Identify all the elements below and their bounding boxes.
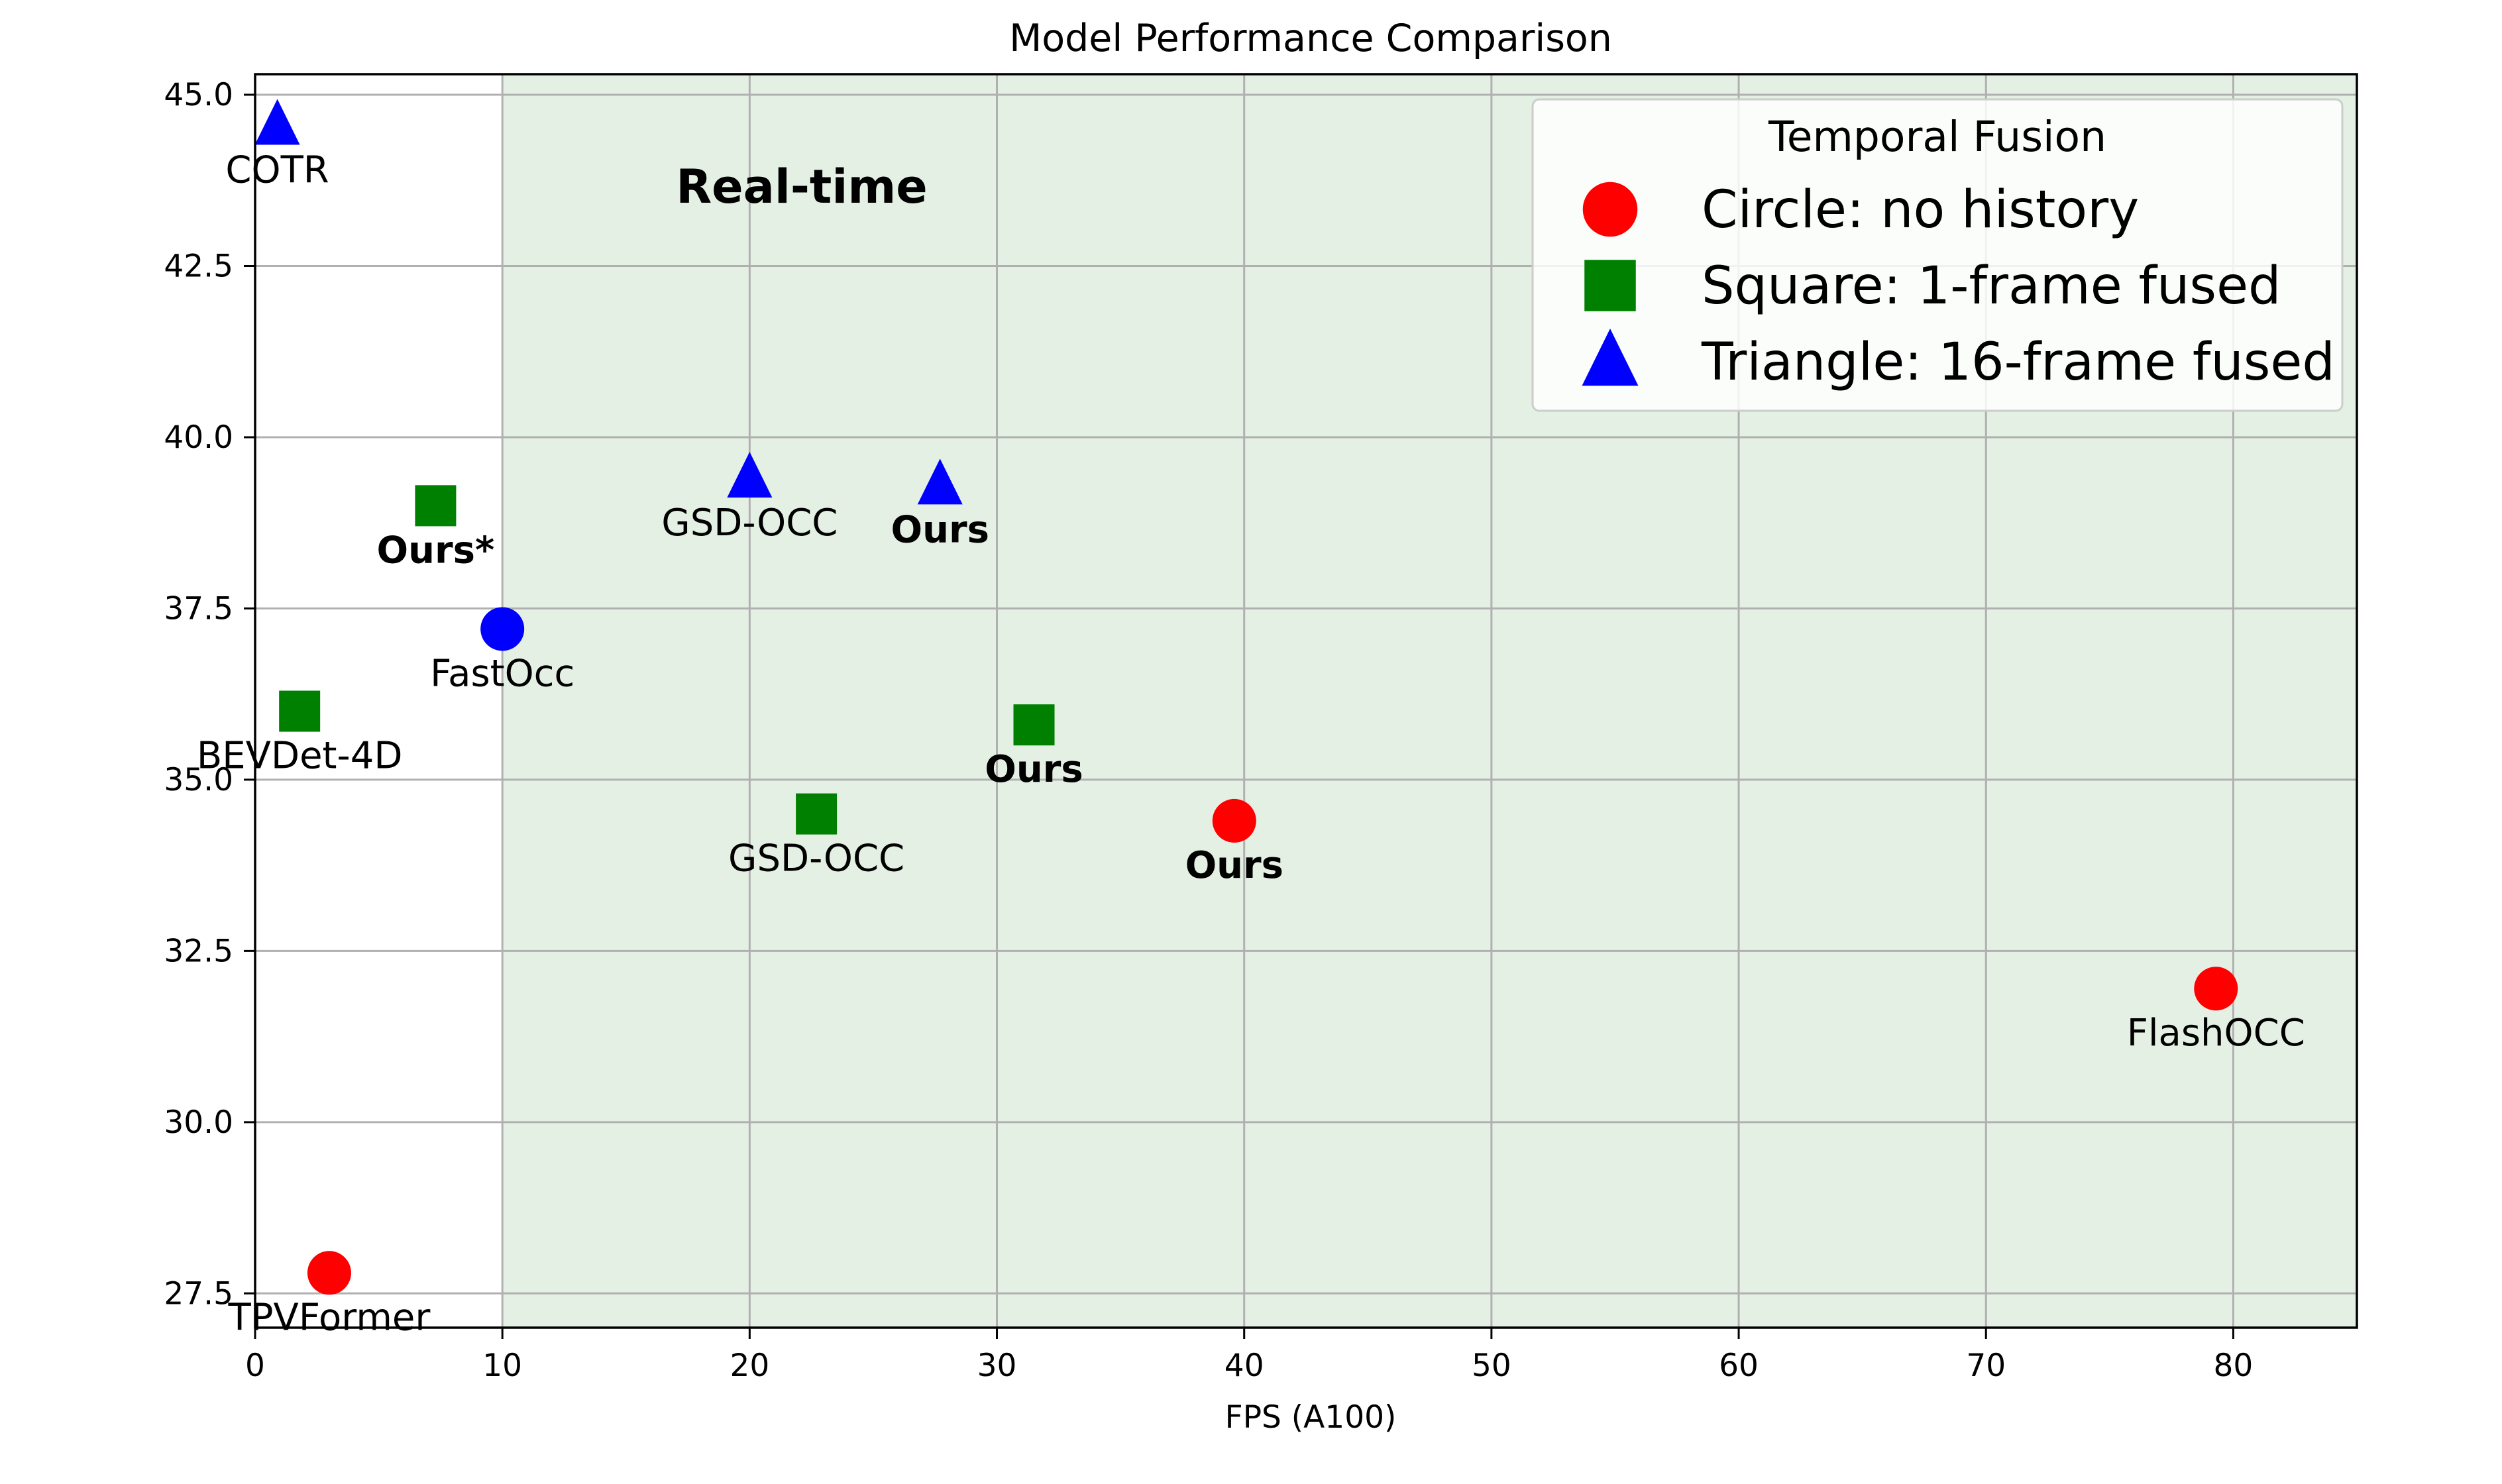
data-point-label: Ours [891,508,989,551]
data-point [1013,704,1055,746]
y-tick-label: 42.5 [164,248,233,284]
legend-entry-label: Circle: no history [1702,180,2139,240]
data-point-label: GSD-OCC [661,502,838,545]
legend-title: Temporal Fusion [1768,113,2106,161]
y-tick-label: 30.0 [164,1104,233,1141]
x-tick-label: 10 [482,1348,522,1384]
data-point-label: FlashOCC [2127,1012,2305,1055]
data-point [307,1251,351,1295]
legend: Temporal Fusion Circle: no history Square… [1531,98,2344,412]
data-point [480,607,525,651]
data-point-label: GSD-OCC [728,837,904,880]
y-tick-label: 45.0 [164,77,233,113]
x-tick-label: 80 [2214,1348,2254,1384]
y-tick-label: 27.5 [164,1275,233,1312]
x-tick-label: 0 [245,1348,265,1384]
x-tick-label: 20 [730,1348,769,1384]
data-point [2194,967,2238,1011]
legend-box [1531,98,2344,412]
legend-entry-label: Triangle: 16-frame fused [1701,333,2335,392]
data-point-label: COTR [225,149,329,192]
y-axis-ticks: 27.5 30.0 32.5 35.0 37.5 40.0 42.5 45.0 [164,77,255,1312]
data-point [796,793,838,835]
legend-marker [1582,182,1638,237]
chart-title: Model Performance Comparison [1009,17,1612,60]
realtime-region-label: Real-time [676,160,928,214]
y-tick-label: 32.5 [164,933,233,969]
x-axis-title: FPS (A100) [1225,1399,1397,1436]
axes-frame [254,73,2358,1329]
legend-entries: Circle: no history Square: 1-frame fused T… [1582,180,2335,392]
data-point [1212,798,1256,843]
x-tick-label: 50 [1472,1348,1511,1384]
data-point [279,690,321,732]
data-point-label: Ours [1185,844,1283,887]
data-point-label: Ours* [377,529,495,572]
data-point-labels: COTR Ours* BEVDet-4D FastOcc TPVFormer GSD-OC… [197,149,2305,1340]
legend-marker [1584,260,1636,311]
data-point [917,458,963,505]
legend-entry-label: Square: 1-frame fused [1702,256,2281,316]
data-point-label: TPVFormer [228,1296,431,1339]
axes [254,73,2358,1329]
data-point [254,99,300,145]
y-tick-label: 37.5 [164,590,233,627]
y-tick-label: 35.0 [164,762,233,798]
data-point [415,485,457,527]
data-point-label: Ours [985,748,1083,791]
data-point [727,451,773,498]
data-points [254,99,2238,1295]
x-tick-label: 30 [977,1348,1017,1384]
data-point-label: BEVDet-4D [197,735,403,778]
x-tick-label: 60 [1719,1348,1759,1384]
data-point-label: FastOcc [430,652,574,695]
y-tick-label: 40.0 [164,419,233,456]
legend-marker [1582,329,1639,386]
x-tick-label: 70 [1966,1348,2006,1384]
x-axis-ticks: 0 10 20 30 40 50 60 70 80 [245,1328,2253,1384]
x-tick-label: 40 [1224,1348,1264,1384]
